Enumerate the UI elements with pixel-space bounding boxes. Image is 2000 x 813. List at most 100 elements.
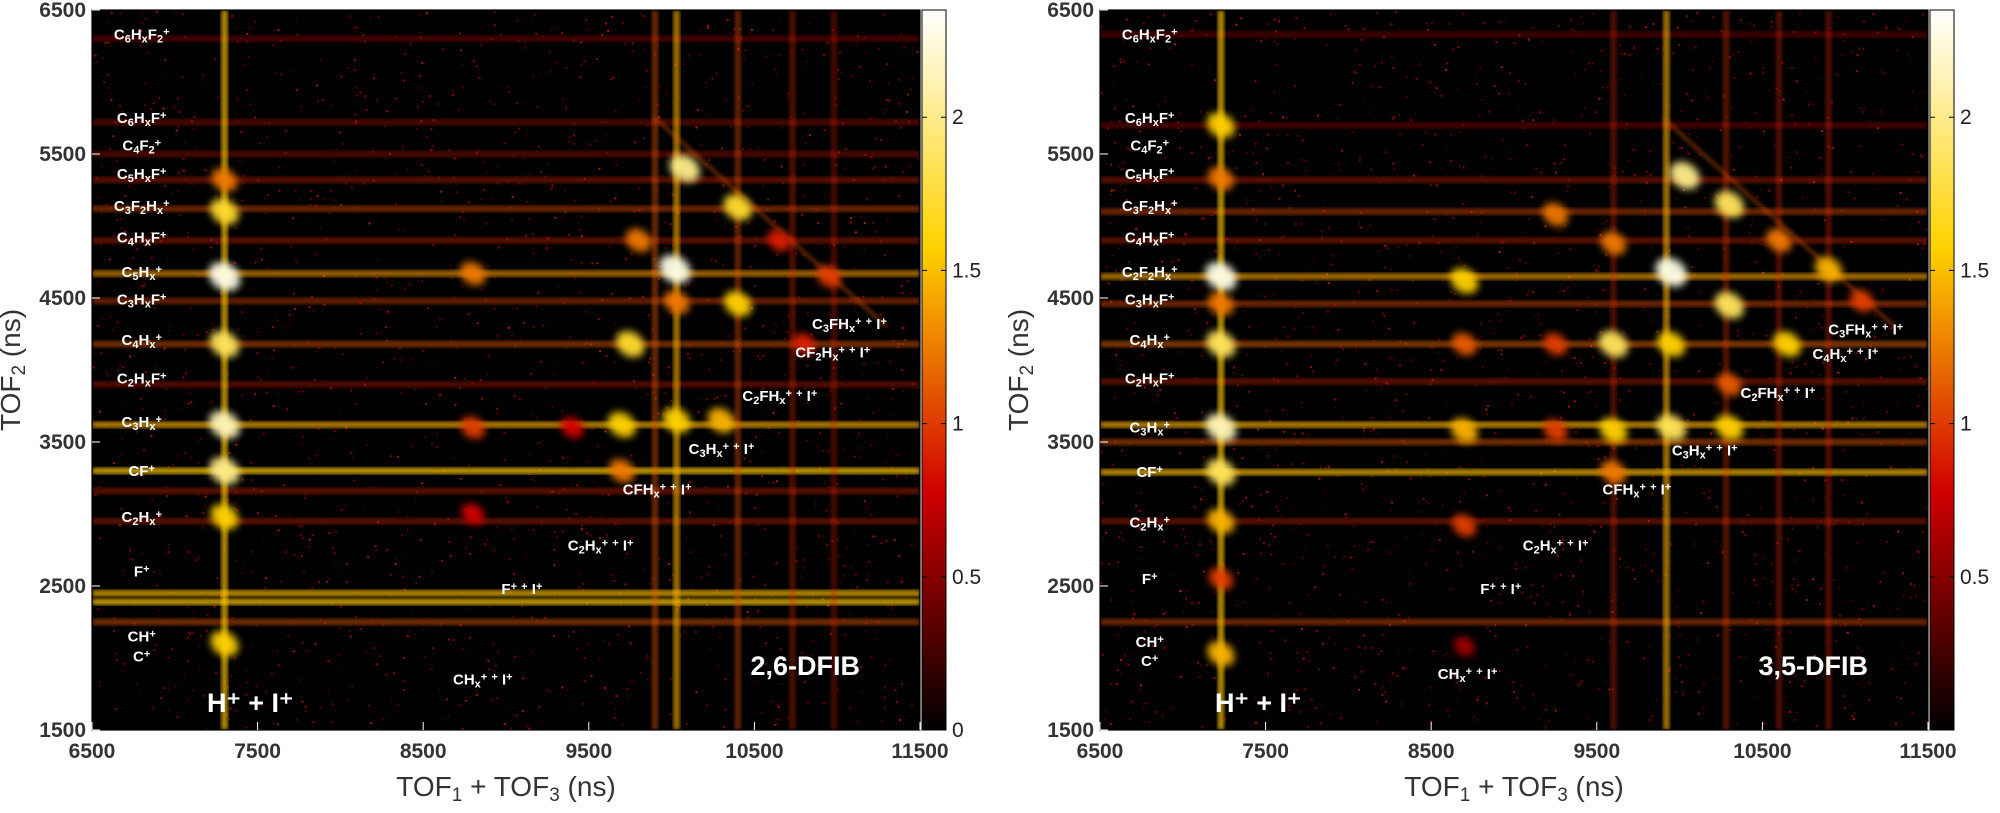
coincidence-island [792, 333, 816, 355]
horizontal-line-mark [1100, 176, 1928, 183]
x-tick-label: 11500 [891, 740, 948, 763]
vertical-line-mark [652, 10, 658, 730]
coincidence-island [1657, 331, 1686, 357]
peak-label: C6HxF+ [1125, 110, 1175, 129]
x-tick-label: 9500 [1573, 740, 1620, 763]
colorbar [921, 9, 947, 731]
x-tick-label: 10500 [1733, 740, 1791, 763]
coincidence-island [1207, 641, 1235, 667]
vertical-line-mark [1776, 10, 1782, 730]
coincidence-island [1669, 161, 1700, 190]
colorbar-tick-label: 1 [952, 413, 964, 436]
horizontal-line-mark [92, 297, 920, 304]
colorbar-tick-label: 0.5 [1960, 566, 1989, 589]
horizontal-line-mark [92, 598, 920, 605]
corner-label: H⁺ + I⁺ [207, 688, 293, 718]
y-tick-label: 1500 [39, 719, 86, 742]
y-tick-label: 4500 [1047, 287, 1094, 310]
horizontal-line-mark [1100, 273, 1928, 280]
coincidence-island [663, 290, 690, 315]
horizontal-line-mark [1100, 341, 1928, 348]
coincidence-island [707, 407, 735, 433]
peak-label: CFHx+ + I+ [623, 482, 692, 501]
y-tick-label: 2500 [39, 575, 86, 598]
peak-label: C3HxF+ [1125, 291, 1175, 310]
peak-label: C3FHx+ + I+ [812, 316, 887, 335]
coincidence-island [1766, 228, 1792, 253]
y-tick-label: 6500 [1047, 0, 1094, 22]
coincidence-island [460, 261, 486, 286]
peak-label: C2Hx+ + I+ [1523, 538, 1589, 557]
peak-label: C2HxF+ [117, 371, 167, 390]
coincidence-island [1656, 414, 1686, 442]
peak-label: C3F2Hx+ [1122, 198, 1178, 217]
horizontal-line-mark [1100, 122, 1928, 129]
horizontal-line-mark [1100, 439, 1928, 445]
peak-label: C4Hx+ + I+ [1813, 346, 1879, 365]
peak-label: C3FHx+ + I+ [1828, 322, 1903, 341]
plot-background [92, 10, 920, 730]
peak-label: CHx+ + I+ [1438, 666, 1498, 685]
heatmap-panel-2: 6500 7500 8500 9500 10500 11500 1500 2500 3500 45… [1003, 0, 1989, 806]
coincidence-island [211, 168, 238, 192]
peak-label: CFHx+ + I+ [1603, 482, 1672, 501]
coincidence-island [210, 504, 239, 530]
peak-label: CH+ [128, 628, 156, 645]
peak-label: C3F2Hx+ [114, 198, 170, 217]
peak-label: C4Hx+ [1130, 332, 1170, 351]
vertical-line-mark [1217, 10, 1224, 730]
peak-label: CHx+ + I+ [453, 672, 513, 691]
horizontal-line-mark [1100, 300, 1928, 307]
vertical-line-mark [830, 10, 837, 730]
horizontal-line-mark [92, 119, 920, 126]
coincidence-island [1655, 257, 1688, 287]
horizontal-line-mark [92, 590, 920, 597]
peak-label: C5Hx+ [122, 264, 162, 283]
x-tick-label: 10500 [725, 740, 783, 763]
peak-label: C3Hx+ [122, 414, 162, 433]
peak-label: F+ [134, 564, 150, 581]
horizontal-line-mark [1100, 421, 1928, 428]
coincidence-island [1206, 330, 1236, 358]
plot-area [1100, 10, 1928, 730]
vertical-line-mark [734, 10, 741, 730]
plot-background [1100, 10, 1928, 730]
coincidence-island [1600, 460, 1627, 484]
horizontal-line-mark [1100, 619, 1928, 625]
coincidence-island [1714, 291, 1744, 319]
coincidence-island [1452, 514, 1477, 537]
x-axis-label: TOF1 + TOF3 (ns) [1404, 771, 1624, 806]
coincidence-island [1598, 330, 1629, 358]
y-axis-label: TOF2 (ns) [1003, 309, 1038, 431]
coincidence-island [1849, 289, 1874, 312]
coincidence-island [1208, 567, 1233, 590]
vertical-line-mark [789, 10, 796, 730]
horizontal-line-mark [92, 151, 920, 157]
coincidence-island [1450, 418, 1478, 443]
peak-label: C3Hx+ [1130, 420, 1170, 439]
horizontal-line-mark [1100, 378, 1928, 385]
coincidence-island [607, 411, 636, 438]
horizontal-line-mark [92, 176, 920, 183]
x-tick-label: 6500 [69, 740, 116, 763]
peak-label: C4F2+ [122, 137, 161, 156]
peak-label: C4Hx+ [122, 332, 162, 351]
colorbar-tick-label: 1.5 [952, 259, 981, 282]
coincidence-island [625, 228, 652, 253]
coincidence-island [723, 291, 752, 317]
coincidence-island [659, 254, 691, 284]
coincidence-island [560, 417, 584, 439]
peak-label: C6HxF+ [117, 110, 167, 129]
diagonal-streak [653, 116, 888, 328]
x-tick-label: 7500 [234, 740, 281, 763]
horizontal-line-mark [1100, 237, 1928, 244]
peak-label: C2FHx+ + I+ [1740, 385, 1815, 404]
horizontal-line-mark [92, 237, 920, 244]
coincidence-island [208, 261, 241, 291]
peak-label: CF+ [128, 463, 154, 480]
y-tick-label: 3500 [39, 431, 86, 454]
vertical-line-mark [221, 10, 228, 730]
peak-label: C2F2Hx+ [1122, 264, 1178, 283]
vertical-line-mark [1825, 10, 1832, 730]
coincidence-island [1205, 413, 1237, 442]
